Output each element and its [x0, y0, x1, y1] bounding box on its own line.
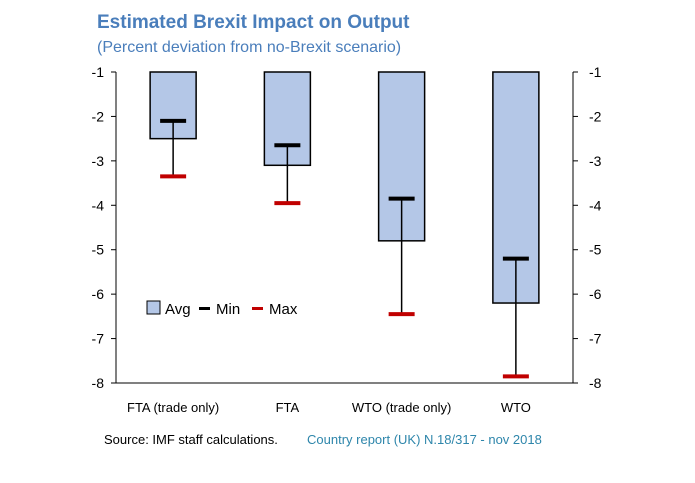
y-tick-label-left: -5 — [92, 242, 105, 258]
x-category-label: FTA (trade only) — [127, 400, 219, 415]
y-tick-label-right: -2 — [589, 108, 602, 124]
y-tick-label-left: -3 — [92, 153, 105, 169]
plot-area: -1 -1 -2 -2 -3 -3 -4 -4 -5 -5 -6 -6 -7 -7 -8 -8 FTA (tra… — [92, 64, 602, 415]
y-tick-label-left: -7 — [92, 331, 105, 347]
x-category-label: WTO — [501, 400, 531, 415]
legend-min-label: Min — [216, 301, 240, 318]
legend-avg-label: Avg — [165, 301, 191, 318]
y-tick-label-left: -1 — [92, 64, 105, 80]
legend-max-swatch — [252, 307, 263, 310]
y-tick-label-left: -4 — [92, 197, 105, 213]
chart-title: Estimated Brexit Impact on Output — [97, 12, 410, 33]
y-tick-label-right: -7 — [589, 331, 602, 347]
y-tick-label-left: -8 — [92, 375, 105, 391]
y-tick-label-right: -6 — [589, 286, 602, 302]
y-tick-label-right: -4 — [589, 197, 602, 213]
legend-min-swatch — [199, 307, 210, 310]
legend: Avg Min Max — [146, 300, 298, 318]
y-tick-label-left: -2 — [92, 108, 105, 124]
y-tick-label-right: -3 — [589, 153, 602, 169]
x-category-label: WTO (trade only) — [352, 400, 451, 415]
y-tick-label-right: -8 — [589, 375, 602, 391]
y-tick-label-right: -1 — [589, 64, 602, 80]
legend-avg-swatch — [146, 300, 161, 315]
y-tick-label-left: -6 — [92, 286, 105, 302]
source-text: Source: IMF staff calculations. — [104, 432, 278, 447]
y-tick-label-right: -5 — [589, 242, 602, 258]
legend-max-label: Max — [269, 301, 298, 318]
x-category-label: FTA — [276, 400, 300, 415]
chart-subtitle: (Percent deviation from no-Brexit scenar… — [97, 39, 401, 56]
report-note: Country report (UK) N.18/317 - nov 2018 — [307, 432, 542, 447]
